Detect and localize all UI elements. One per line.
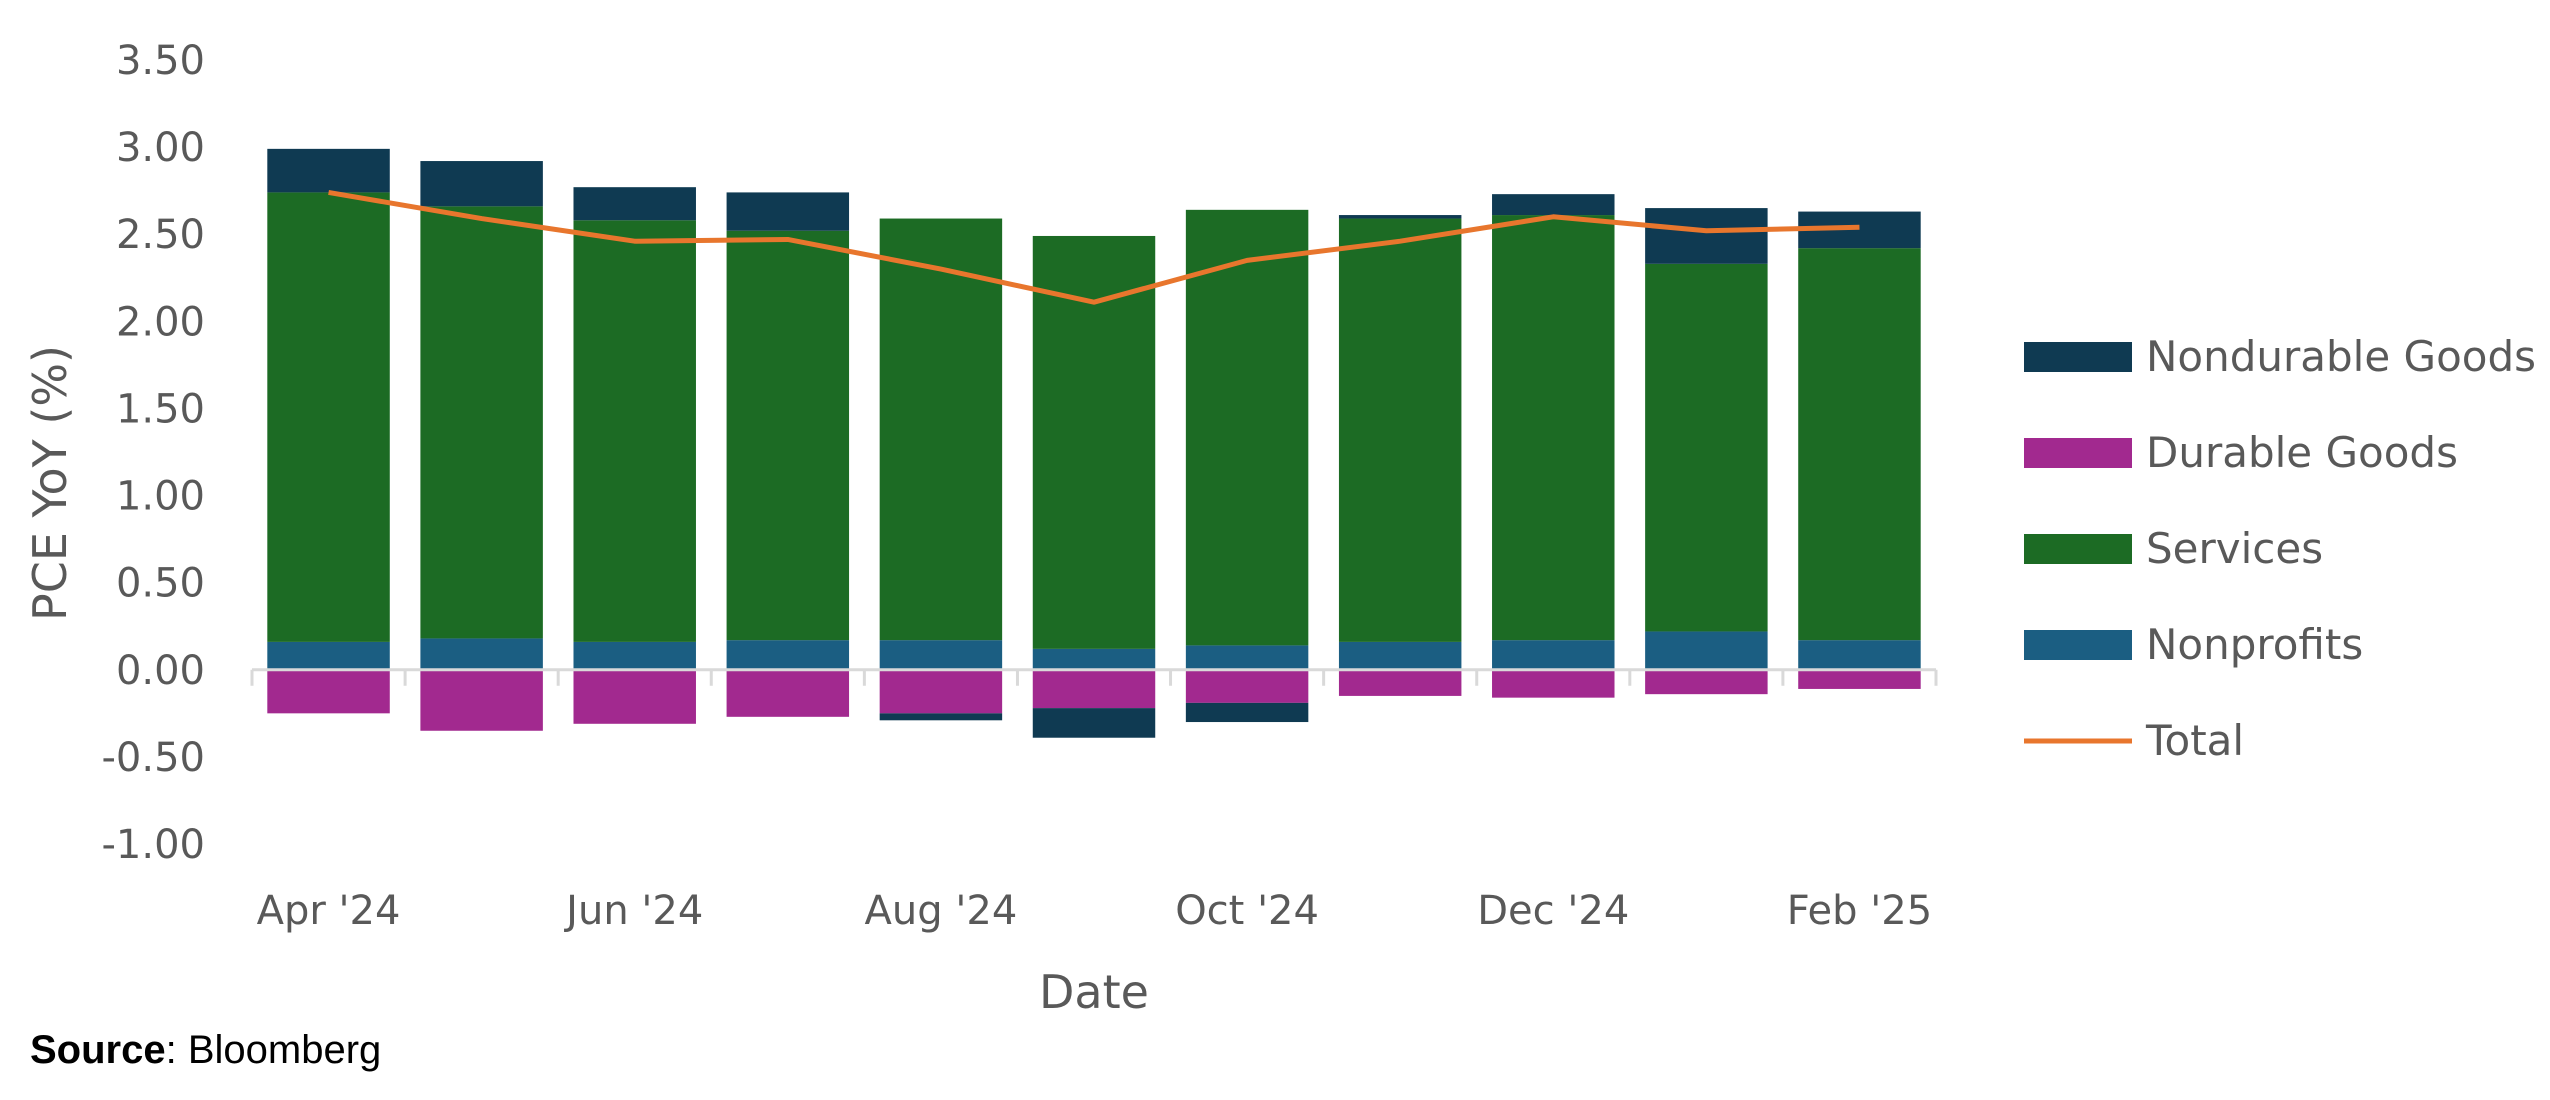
bar-nondurable-goods xyxy=(267,148,390,193)
y-tick-label: 2.00 xyxy=(116,299,205,345)
bar-nondurable-goods xyxy=(1032,708,1156,738)
y-tick-label: 1.50 xyxy=(116,386,205,432)
bar-nondurable-goods xyxy=(1645,208,1768,264)
bar-nonprofits xyxy=(726,640,850,670)
y-axis-ticks: 3.50 3.00 2.50 2.00 1.50 1.00 0.50 0.00 -0.50 -1.… xyxy=(102,38,206,868)
bar-services xyxy=(420,206,543,639)
bar-durable-goods xyxy=(420,669,543,731)
y-tick-label: -1.00 xyxy=(102,822,206,868)
bar-services xyxy=(1338,218,1462,642)
legend: Nondurable Goods Durable Goods Services Non… xyxy=(2024,332,2536,765)
bar-nonprofits xyxy=(879,640,1003,670)
source-label: Source xyxy=(30,1028,166,1072)
y-tick-label: -0.50 xyxy=(102,735,206,781)
legend-swatch-nondurable-goods xyxy=(2024,342,2132,372)
bar-durable-goods xyxy=(267,669,390,714)
y-axis-title: PCE YoY (%) xyxy=(23,345,77,621)
bar-nonprofits xyxy=(1645,631,1768,670)
total-line xyxy=(328,189,1860,305)
bar-nondurable-goods xyxy=(420,161,543,207)
bar-services xyxy=(1185,209,1309,646)
x-tick-label: Dec '24 xyxy=(1477,888,1629,934)
x-axis-ticks: Apr '24 Jun '24 Aug '24 Oct '24 Dec '24 Feb '… xyxy=(257,888,1933,934)
y-tick-label: 2.50 xyxy=(116,212,205,258)
y-tick-label: 3.00 xyxy=(116,125,205,171)
bar-nondurable-goods xyxy=(1185,702,1309,723)
bar-nonprofits xyxy=(267,641,390,670)
bar-services xyxy=(573,220,696,642)
legend-label-services: Services xyxy=(2146,524,2323,573)
x-tick-label: Feb '25 xyxy=(1787,888,1932,934)
bar-nonprofits xyxy=(1798,640,1921,670)
x-axis-line xyxy=(250,668,1938,686)
bar-durable-goods xyxy=(1798,669,1921,689)
bar-nondurable-goods xyxy=(1338,215,1462,219)
pce-chart: 3.50 3.00 2.50 2.00 1.50 1.00 0.50 0.00 -0.50 -1.… xyxy=(23,38,2536,1019)
legend-label-nondurable-goods: Nondurable Goods xyxy=(2146,332,2536,381)
bar-nonprofits xyxy=(1185,645,1309,670)
bar-durable-goods xyxy=(1645,669,1768,695)
bar-services xyxy=(267,192,390,642)
bar-services xyxy=(1645,263,1768,632)
legend-swatch-services xyxy=(2024,534,2132,564)
bar-durable-goods xyxy=(1338,669,1462,696)
bar-nonprofits xyxy=(420,638,543,670)
y-tick-label: 3.50 xyxy=(116,38,205,84)
bar-services xyxy=(879,218,1003,641)
bar-nondurable-goods xyxy=(726,192,850,231)
bar-nondurable-goods xyxy=(1492,194,1615,216)
bar-services xyxy=(1798,248,1921,641)
bar-durable-goods xyxy=(879,669,1003,714)
x-axis-title: Date xyxy=(1039,965,1149,1019)
legend-label-durable-goods: Durable Goods xyxy=(2146,428,2458,477)
y-tick-label: 0.50 xyxy=(116,561,205,607)
y-tick-label: 0.00 xyxy=(116,648,205,694)
x-tick-label: Jun '24 xyxy=(563,888,703,934)
bar-durable-goods xyxy=(573,669,696,724)
bar-services xyxy=(1032,235,1156,649)
source-note: Source: Bloomberg xyxy=(30,1028,381,1073)
legend-label-total: Total xyxy=(2145,716,2244,765)
bar-nonprofits xyxy=(1492,640,1615,670)
bar-nonprofits xyxy=(573,641,696,670)
bar-durable-goods xyxy=(1185,669,1309,703)
bar-nondurable-goods xyxy=(879,713,1003,721)
bar-durable-goods xyxy=(1032,669,1156,709)
bar-durable-goods xyxy=(1492,669,1615,698)
x-tick-label: Oct '24 xyxy=(1175,888,1319,934)
bar-nondurable-goods xyxy=(573,187,696,221)
bar-nonprofits xyxy=(1338,641,1462,670)
x-tick-label: Aug '24 xyxy=(865,888,1018,934)
x-tick-label: Apr '24 xyxy=(257,888,401,934)
y-tick-label: 1.00 xyxy=(116,474,205,520)
bar-services xyxy=(726,230,850,641)
bar-nonprofits xyxy=(1032,648,1156,670)
bar-services xyxy=(1492,215,1615,641)
source-text: : Bloomberg xyxy=(165,1028,382,1072)
bar-durable-goods xyxy=(726,669,850,717)
line-total xyxy=(328,189,1860,305)
legend-label-nonprofits: Nonprofits xyxy=(2146,620,2363,669)
legend-swatch-durable-goods xyxy=(2024,438,2132,468)
bars xyxy=(267,148,1921,738)
legend-swatch-nonprofits xyxy=(2024,630,2132,660)
